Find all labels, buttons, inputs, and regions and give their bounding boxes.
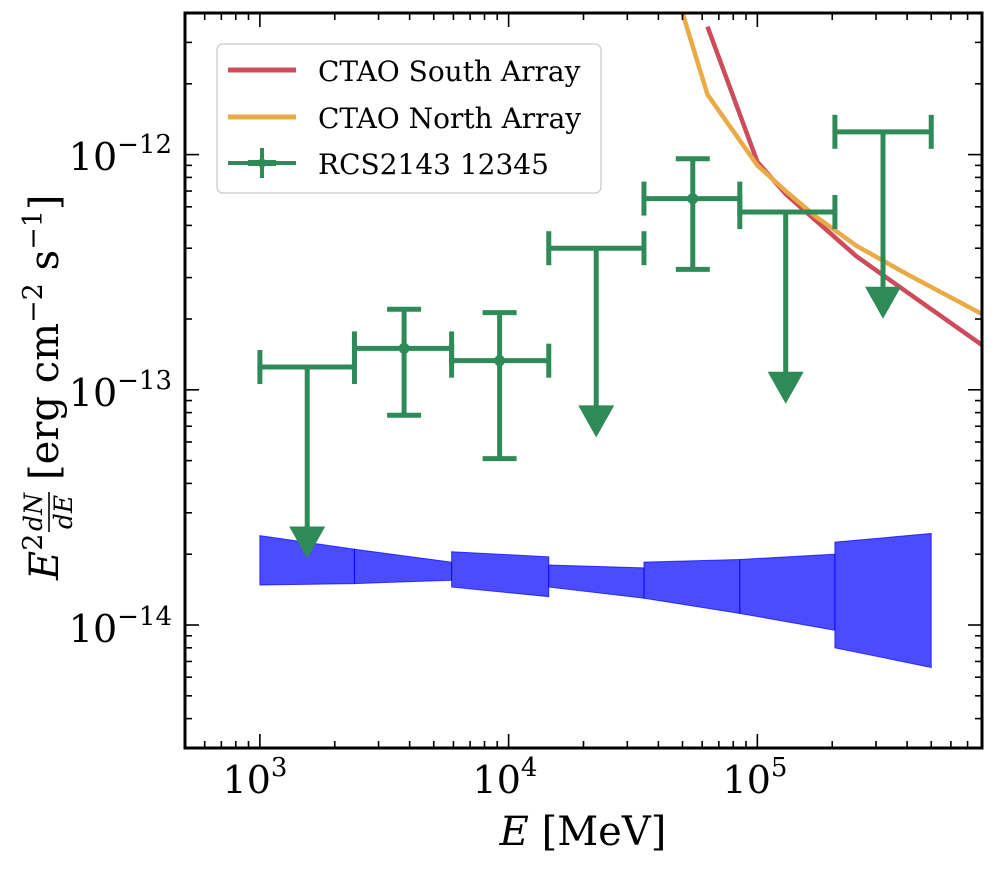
x-tick-label-1e3: 103: [223, 753, 288, 802]
legend-label-rcs: RCS2143 12345: [318, 148, 549, 181]
plot-frame: [183, 11, 984, 750]
model-band: [259, 532, 932, 669]
legend: CTAO South Array CTAO North Array RCS214…: [216, 43, 602, 194]
data-point-6: [737, 195, 838, 404]
upper-limit-arrowhead: [578, 405, 615, 438]
upper-limit-arrowhead: [289, 526, 326, 559]
x-tick-label-1e5: 105: [723, 753, 788, 802]
data-point-5: [641, 156, 743, 272]
band-segment-2: [353, 548, 453, 585]
legend-label-south: CTAO South Array: [318, 55, 581, 88]
svg-text:dN: dN: [19, 492, 48, 531]
sensitivity-curves: [680, 13, 982, 347]
y-tick-label-1e-13: 10−13: [69, 366, 172, 415]
svg-text:[erg cm−2 s−1]: [erg cm−2 s−1]: [18, 194, 68, 480]
band-segment-7: [834, 532, 932, 669]
data-point-7: [832, 114, 934, 319]
y-tick-label-1e-12: 10−12: [69, 130, 172, 179]
svg-text:dE: dE: [49, 495, 78, 529]
upper-limit-arrowhead: [865, 286, 902, 319]
data-marker: [398, 342, 410, 354]
y-axis-label: E2 dN dE [erg cm−2 s−1]: [18, 194, 78, 581]
ctao-north-line: [680, 13, 982, 316]
data-marker: [687, 193, 699, 205]
upper-limit-arrowhead: [767, 371, 804, 404]
legend-swatch-rcs-marker: [257, 158, 267, 168]
svg-text:E2: E2: [18, 534, 68, 581]
data-point-3: [449, 310, 552, 462]
band-segment-6: [739, 553, 836, 631]
ctao-south-line: [705, 25, 982, 347]
data-marker: [494, 355, 506, 367]
x-axis-label: E [MeV]: [499, 809, 667, 855]
legend-box: [216, 43, 602, 194]
data-point-2: [351, 306, 455, 418]
band-segment-5: [643, 558, 741, 615]
data-points: [257, 114, 934, 559]
legend-label-north: CTAO North Array: [318, 102, 581, 135]
data-point-4: [546, 231, 647, 438]
band-segment-3: [451, 551, 550, 598]
band-segment-4: [548, 564, 645, 599]
y-tick-label-1e-14: 10−14: [69, 602, 172, 651]
data-point-1: [257, 350, 357, 559]
x-tick-label-1e4: 104: [473, 753, 538, 802]
